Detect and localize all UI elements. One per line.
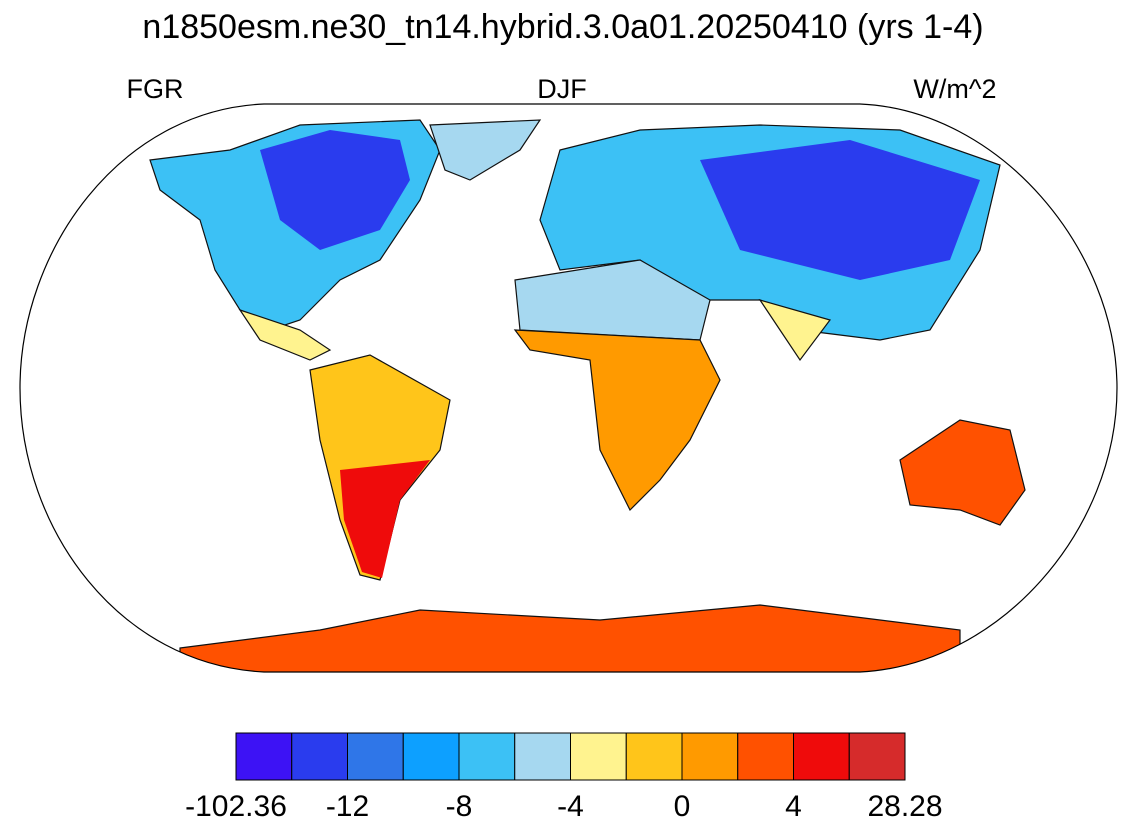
units-label: W/m^2 xyxy=(913,74,996,104)
colorbar-box xyxy=(681,732,739,781)
season-label: DJF xyxy=(537,74,587,104)
colorbar-tick-label: -12 xyxy=(326,790,369,821)
colorbar-box xyxy=(737,732,794,781)
colorbar-box xyxy=(625,732,683,781)
north-africa xyxy=(514,259,711,341)
variable-label: FGR xyxy=(127,74,184,104)
colorbar-box xyxy=(514,732,571,781)
greenland xyxy=(429,119,542,181)
colorbar-tick-label: 0 xyxy=(674,790,691,821)
australia xyxy=(899,419,1026,526)
colorbar-box xyxy=(402,732,460,781)
colorbar-box xyxy=(347,732,404,781)
colorbar-tick-label: 4 xyxy=(785,790,802,821)
colorbar-box xyxy=(291,732,348,781)
colorbar: -102.36 -12 -8 -4 0 4 28.28 xyxy=(185,732,943,821)
canada-core xyxy=(260,130,410,250)
south-africa xyxy=(513,329,721,512)
siberia-core xyxy=(700,140,980,280)
map xyxy=(19,103,1118,673)
antarctica xyxy=(179,604,961,672)
colorbar-box xyxy=(570,732,627,781)
colorbar-tick-label: 28.28 xyxy=(867,790,942,821)
colorbar-box xyxy=(848,732,906,781)
colorbar-tick-label: -4 xyxy=(557,790,584,821)
patagonia xyxy=(340,460,430,578)
colorbar-box xyxy=(793,732,850,781)
colorbar-box xyxy=(458,732,516,781)
colorbar-tick-label: -102.36 xyxy=(185,790,287,821)
central-america xyxy=(238,308,332,361)
colorbar-box xyxy=(235,732,293,781)
south-asia xyxy=(758,298,832,362)
map-outline xyxy=(19,103,1118,673)
title: n1850esm.ne30_tn14.hybrid.3.0a01.2025041… xyxy=(142,8,983,46)
colorbar-tick-label: -8 xyxy=(446,790,473,821)
